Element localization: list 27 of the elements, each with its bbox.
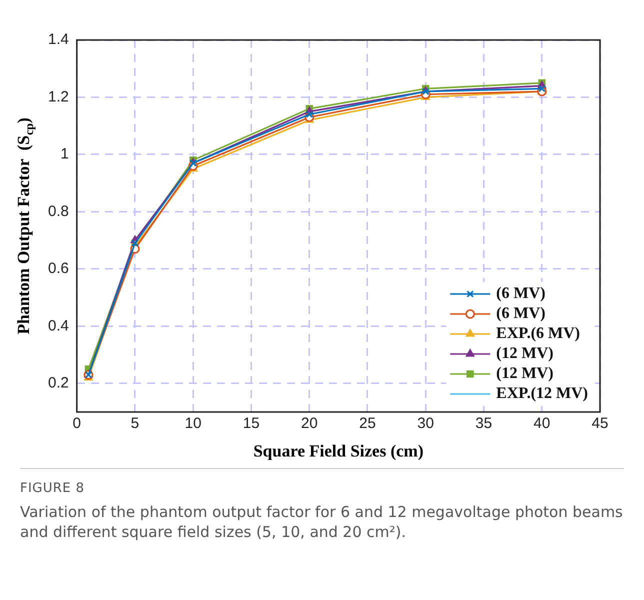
x-tick-label: 25 [359, 415, 376, 432]
y-tick-label: 0.4 [48, 317, 69, 334]
y-tick-label: 1.4 [48, 31, 69, 48]
x-tick-label: 35 [475, 415, 492, 432]
x-axis-title: Square Field Sizes (cm) [253, 441, 424, 460]
legend-label: (6 MV) [496, 305, 546, 322]
y-axis-title: Phantom Output Factor (Scp) [14, 118, 36, 334]
x-tick-label: 20 [301, 415, 318, 432]
legend-label: (12 MV) [496, 345, 554, 362]
x-tick-label: 0 [72, 415, 82, 432]
x-tick-label: 30 [417, 415, 434, 432]
legend-label: EXP.(12 MV) [496, 385, 588, 402]
y-tick-label: 1.2 [48, 88, 69, 106]
x-tick-label: 10 [184, 415, 202, 432]
legend-label: (6 MV) [496, 285, 546, 302]
y-tick-label: 1 [60, 146, 69, 163]
x-tick-label: 15 [242, 415, 260, 432]
x-tick-label: 45 [592, 415, 608, 432]
y-tick-label: 0.6 [48, 260, 69, 278]
caption: FIGURE 8 [20, 481, 86, 496]
y-tick-label: 0.2 [48, 374, 69, 392]
legend-label: EXP.(6 MV) [496, 325, 580, 342]
y-tick-label: 0.8 [48, 202, 69, 220]
text: Variation of the phantom output factor for 6 and 12 megavoltage photon beams and different square field sizes (5, 10, and 20 cm²). [20, 502, 624, 542]
x-tick-label: 5 [130, 415, 140, 432]
x-tick-label: 40 [534, 415, 550, 432]
legend-label: (12 MV) [496, 365, 554, 382]
